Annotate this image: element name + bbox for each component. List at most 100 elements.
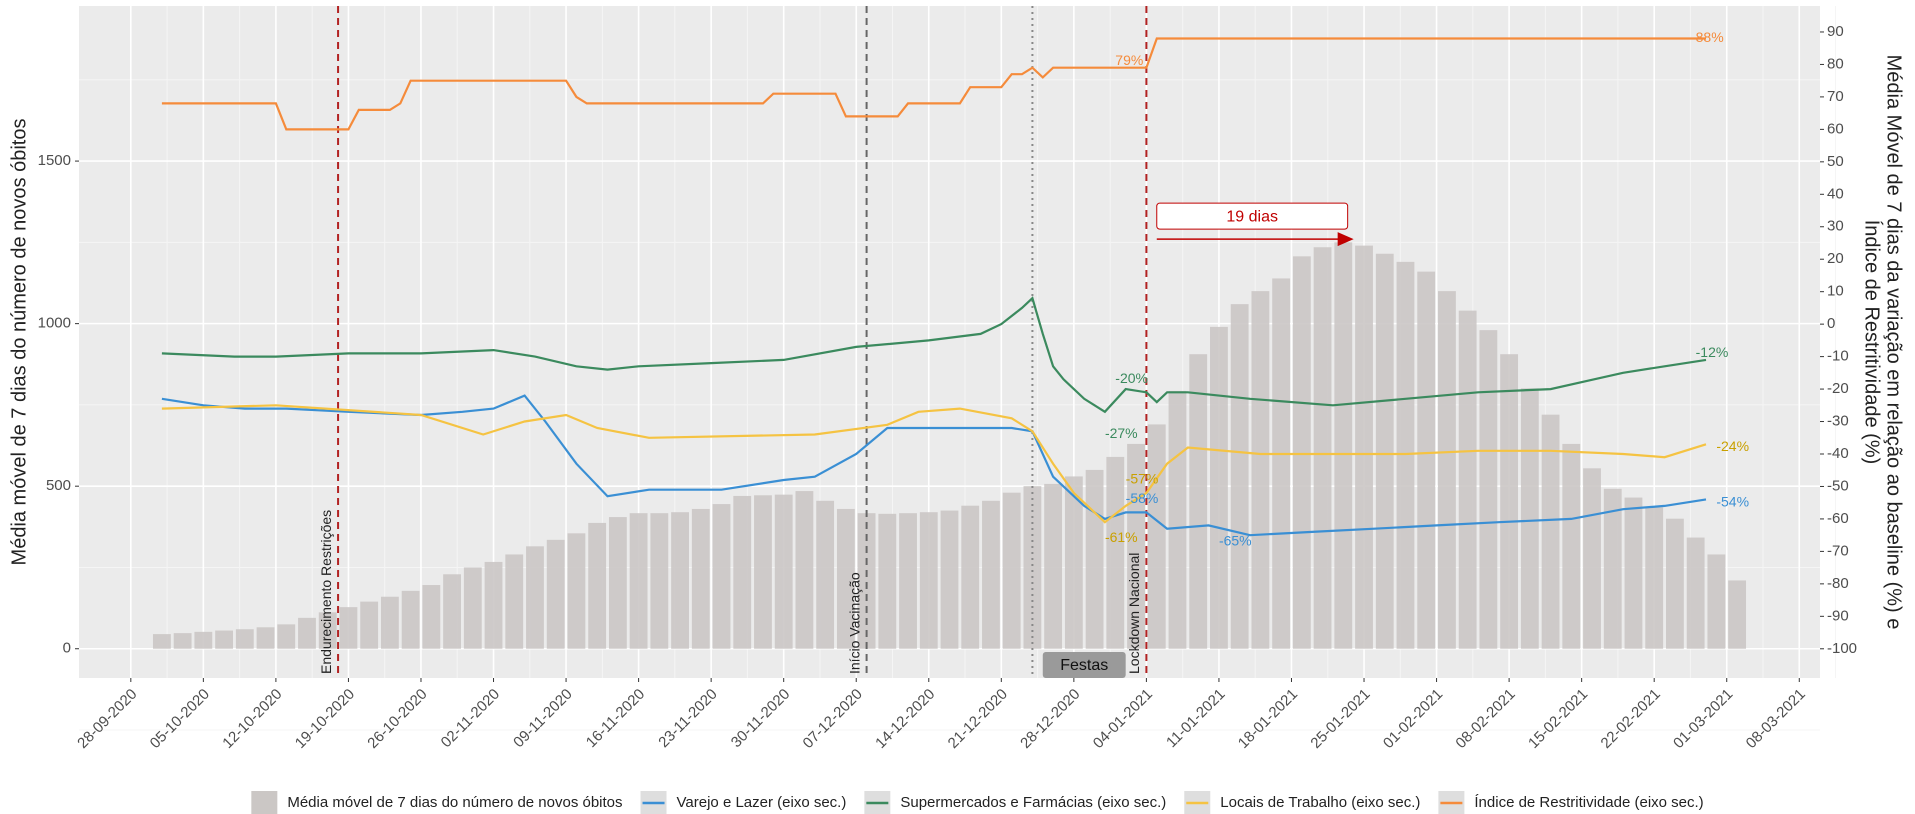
y2-tick-label: 80 [1827,55,1844,72]
bar [298,617,316,649]
y2-tick-label: 70 [1827,88,1844,105]
y2-tick-label: 10 [1827,283,1844,300]
bar [484,561,503,649]
bar [1044,483,1063,649]
legend-label: Média móvel de 7 dias do número de novos… [287,794,622,811]
y2-tick-label: 40 [1827,185,1844,202]
legend-item: Varejo e Lazer (eixo sec.) [640,791,846,814]
bar [795,491,814,649]
bar [1106,456,1125,649]
y-tick-label: 1000 [38,315,71,332]
bar [588,522,607,649]
arrow-head [1337,232,1354,247]
bar [173,633,192,649]
bar [1686,537,1705,649]
y2-tick-label: -70 [1827,542,1849,559]
y2-tick-label: -30 [1827,413,1849,430]
y2-tick-label: -100 [1827,640,1857,657]
x-tick-label: 16-11-2020 [583,686,648,751]
y2-tick-label: 0 [1827,315,1835,332]
bar [919,512,938,649]
bar [1500,354,1519,649]
bar [733,495,752,649]
y2-tick-label: 30 [1827,218,1844,235]
bar [940,510,959,649]
span-label: Festas [1060,657,1108,674]
bar [1438,291,1456,649]
bar [1479,330,1498,649]
bar [1707,554,1726,649]
bar [1645,507,1664,649]
bar [401,590,420,649]
bar [608,517,627,649]
y2-tick-label: -80 [1827,575,1849,592]
annotation: -54% [1716,493,1749,509]
x-tick-label: 14-12-2020 [872,686,938,752]
bar [1210,326,1228,649]
arrow-box [1156,202,1349,230]
x-tick-label: 23-11-2020 [655,686,720,751]
x-tick-label: 08-03-2021 [1743,686,1809,752]
bar [235,629,254,649]
x-tick-label: 28-12-2020 [1017,686,1083,752]
bar [1064,476,1083,649]
x-tick-label: 15-02-2021 [1525,686,1591,752]
legend-label: Supermercados e Farmácias (eixo sec.) [900,794,1166,811]
line [161,404,1707,524]
annotation: -20% [1115,370,1148,386]
bar [1023,486,1042,649]
bar [1603,488,1622,649]
bar [1520,388,1539,649]
bar [961,505,980,649]
x-tick-label: 30-11-2020 [728,686,793,751]
bar [1458,310,1477,649]
y2-axis-title: Índice de Restritividade (%) [1861,220,1884,465]
line [161,394,1707,537]
annotation: -27% [1105,425,1138,441]
y2-tick-label: -10 [1827,348,1849,365]
bar [816,500,835,649]
bar [463,567,482,649]
bar [1251,291,1270,649]
x-tick-label: 09-11-2020 [510,686,575,751]
x-tick-label: 21-12-2020 [945,686,1011,752]
bar [339,607,358,649]
span-box [1042,652,1126,678]
bar [256,627,275,649]
arrow-label: 19 dias [1226,208,1278,225]
bar [1334,242,1353,649]
legend-item: Locais de Trabalho (eixo sec.) [1184,791,1420,814]
event-label: Início Vacinação [846,572,862,674]
bar [691,508,710,649]
y2-tick-label: -50 [1827,477,1849,494]
bar [318,612,337,649]
bar [1292,256,1311,649]
x-tick-label: 01-02-2021 [1380,686,1446,752]
bar [152,634,171,649]
bar [1272,278,1291,649]
annotation: 79% [1115,52,1143,68]
y2-tick-label: -40 [1827,445,1849,462]
y-tick-label: 500 [46,477,71,494]
bar [1396,261,1415,649]
legend-item: Média móvel de 7 dias do número de novos… [251,791,623,814]
x-tick-label: 05-10-2020 [147,686,213,752]
bar [567,533,586,649]
bar [1375,253,1394,649]
bar [194,631,213,649]
x-tick-label: 01-03-2021 [1670,686,1736,752]
y-tick-label: 1500 [38,152,71,169]
bar [546,539,565,649]
bar [1624,497,1643,649]
x-tick-label: 11-01-2021 [1163,686,1228,751]
x-tick-label: 22-02-2021 [1598,686,1664,752]
y2-tick-label: 20 [1827,250,1844,267]
bar [1583,468,1601,649]
annotation: -65% [1219,532,1252,548]
bar [360,601,379,649]
y2-tick-label: -90 [1827,607,1849,624]
bar [1666,518,1684,649]
y2-tick-label: 60 [1827,120,1844,137]
annotation: -24% [1716,438,1749,454]
y2-tick-label: -60 [1827,510,1849,527]
